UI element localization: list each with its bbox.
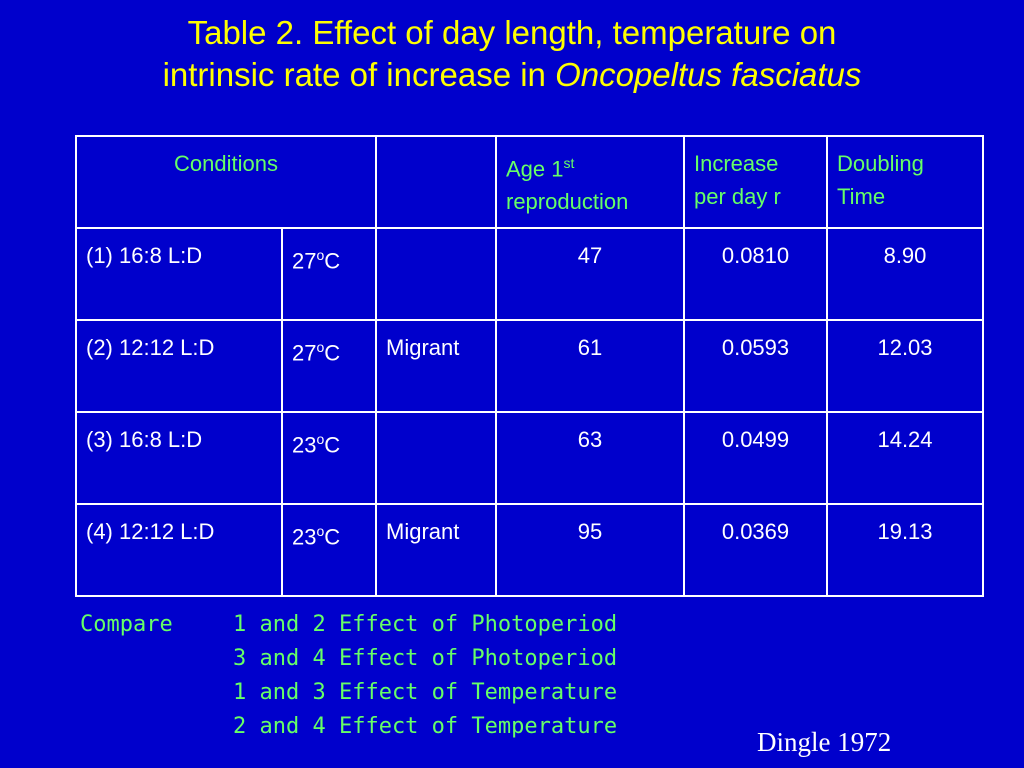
- results-table: Conditions Age 1st reproduction Increase p…: [75, 135, 984, 597]
- temp-value: 27: [292, 340, 317, 366]
- temp-unit: C: [324, 340, 341, 366]
- cell-status: [375, 411, 497, 505]
- cell-temperature: 23oC: [281, 411, 377, 505]
- compare-line: 1 and 3 Effect of Temperature: [233, 680, 618, 705]
- temp-unit: C: [324, 524, 341, 550]
- header-conditions: Conditions: [75, 135, 377, 229]
- cell-status: Migrant: [375, 503, 497, 597]
- table-row: (4) 12:12 L:D 23oC Migrant 95 0.0369 19.…: [75, 503, 984, 597]
- title-line-2: intrinsic rate of increase in Oncopeltus…: [0, 54, 1024, 96]
- cell-temperature: 27oC: [281, 227, 377, 321]
- cell-age: 61: [495, 319, 685, 413]
- temp-value: 27: [292, 248, 317, 274]
- cell-photoperiod: (2) 12:12 L:D: [75, 319, 283, 413]
- cell-doubling: 19.13: [826, 503, 984, 597]
- cell-photoperiod: (1) 16:8 L:D: [75, 227, 283, 321]
- cell-doubling: 8.90: [826, 227, 984, 321]
- slide-title: Table 2. Effect of day length, temperatu…: [0, 12, 1024, 96]
- cell-temperature: 27oC: [281, 319, 377, 413]
- table-row: (1) 16:8 L:D 27oC 47 0.0810 8.90: [75, 227, 984, 321]
- cell-age: 63: [495, 411, 685, 505]
- title-line-1: Table 2. Effect of day length, temperatu…: [187, 14, 837, 51]
- table-header-row: Conditions Age 1st reproduction Increase p…: [75, 135, 984, 229]
- compare-line: 3 and 4 Effect of Photoperiod: [233, 646, 618, 671]
- header-age-sup: st: [563, 155, 575, 171]
- cell-photoperiod: (3) 16:8 L:D: [75, 411, 283, 505]
- temp-value: 23: [292, 432, 317, 458]
- cell-increase: 0.0593: [683, 319, 828, 413]
- header-empty: [375, 135, 497, 229]
- cell-age: 47: [495, 227, 685, 321]
- header-age-text: Age 1: [506, 156, 564, 182]
- compare-lines: 1 and 2 Effect of Photoperiod 3 and 4 Ef…: [233, 608, 617, 744]
- header-age-text-2: reproduction: [506, 189, 629, 215]
- temp-unit: C: [324, 248, 341, 274]
- compare-line: 1 and 2 Effect of Photoperiod: [233, 612, 618, 637]
- temp-degree: o: [316, 339, 325, 355]
- table-row: (2) 12:12 L:D 27oC Migrant 61 0.0593 12.…: [75, 319, 984, 413]
- header-age-first-reproduction: Age 1st reproduction: [495, 135, 685, 229]
- compare-line: 2 and 4 Effect of Temperature: [233, 714, 618, 739]
- cell-doubling: 12.03: [826, 319, 984, 413]
- cell-age: 95: [495, 503, 685, 597]
- cell-increase: 0.0499: [683, 411, 828, 505]
- header-increase-text: Increase: [694, 151, 779, 176]
- header-doubling-text-2: Time: [837, 184, 886, 209]
- table-row: (3) 16:8 L:D 23oC 63 0.0499 14.24: [75, 411, 984, 505]
- header-increase-per-day: Increase per day r: [683, 135, 828, 229]
- temp-degree: o: [316, 431, 325, 447]
- cell-status: [375, 227, 497, 321]
- title-line-2-text: intrinsic rate of increase in: [162, 56, 556, 93]
- citation: Dingle 1972: [757, 727, 892, 757]
- cell-temperature: 23oC: [281, 503, 377, 597]
- compare-label: Compare: [80, 612, 173, 637]
- temp-value: 23: [292, 524, 317, 550]
- temp-degree: o: [316, 247, 325, 263]
- header-doubling-time: Doubling Time: [826, 135, 984, 229]
- cell-status: Migrant: [375, 319, 497, 413]
- cell-doubling: 14.24: [826, 411, 984, 505]
- title-species-name: Oncopeltus fasciatus: [555, 56, 862, 93]
- header-doubling-text: Doubling: [837, 151, 924, 176]
- cell-increase: 0.0810: [683, 227, 828, 321]
- cell-photoperiod: (4) 12:12 L:D: [75, 503, 283, 597]
- temp-degree: o: [316, 523, 325, 539]
- cell-increase: 0.0369: [683, 503, 828, 597]
- header-increase-text-2: per day r: [694, 184, 781, 209]
- temp-unit: C: [324, 432, 341, 458]
